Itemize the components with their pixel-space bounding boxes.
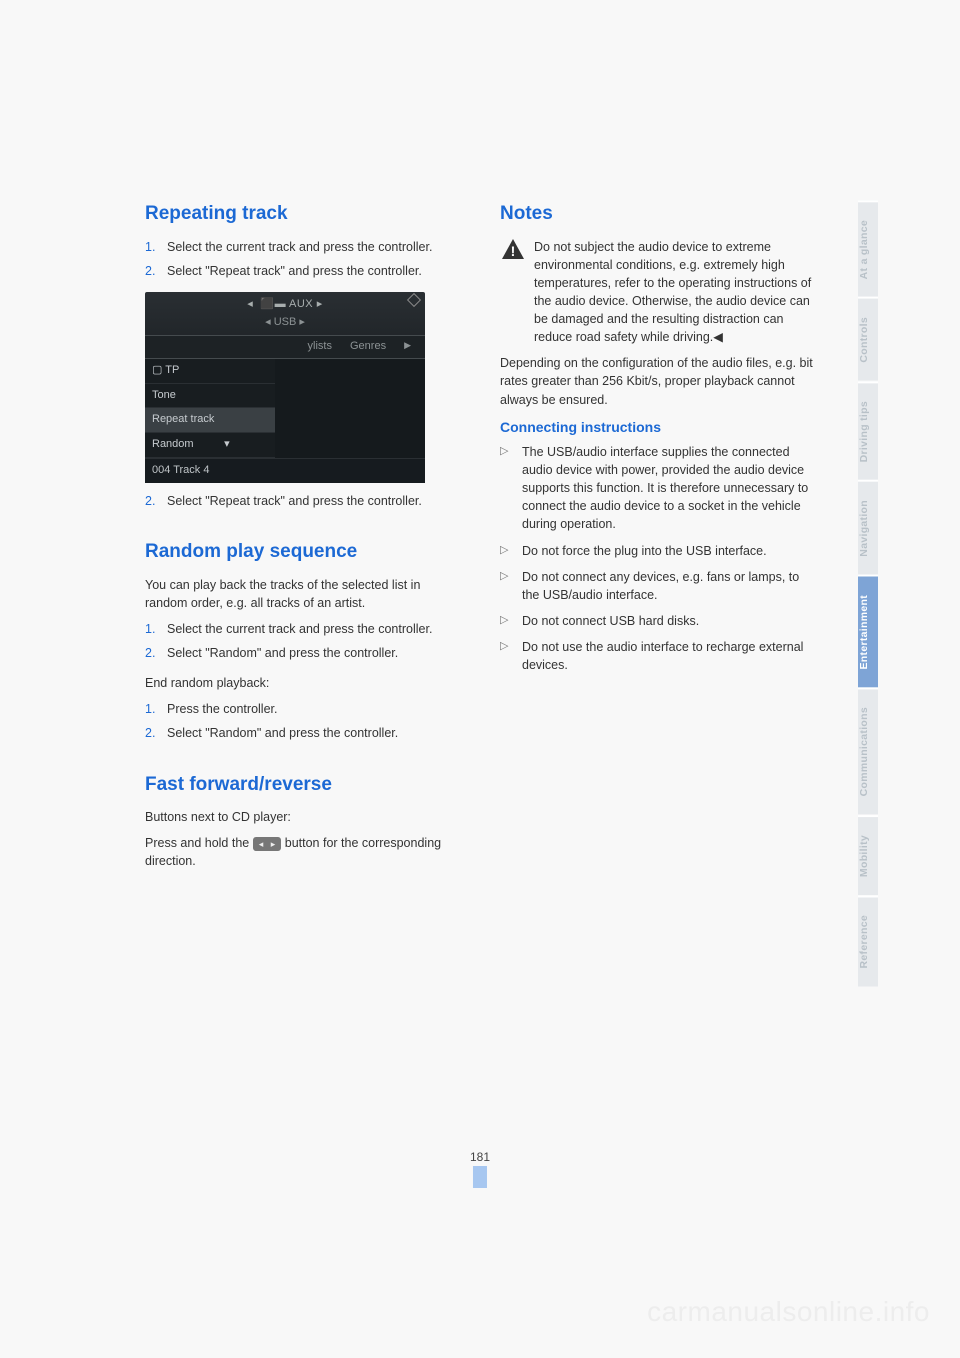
list-number: 1.	[145, 238, 167, 256]
menu-random: Random ▾	[145, 433, 275, 458]
page-marker	[473, 1166, 487, 1188]
heading-notes: Notes	[500, 200, 815, 228]
watermark: carmanualsonline.info	[647, 1296, 930, 1328]
left-column: Repeating track 1.Select the current tra…	[145, 200, 460, 879]
bullet-arrow-icon: ▷	[500, 542, 522, 560]
category-tabs: ylists Genres ▶	[145, 335, 425, 359]
list-text: Select "Random" and press the controller…	[167, 644, 460, 662]
heading-random: Random play sequence	[145, 538, 460, 566]
tab-navigation[interactable]: Navigation	[858, 480, 878, 575]
right-column: Notes ! Do not subject the audio device …	[500, 200, 815, 879]
page-number-text: 181	[470, 1150, 490, 1164]
bitrate-note: Depending on the configuration of the au…	[500, 354, 815, 408]
menu-tone: Tone	[145, 384, 275, 409]
bullet-arrow-icon: ▷	[500, 612, 522, 630]
seek-button-icon: ◂ ▸	[253, 837, 282, 851]
screenshot-empty	[275, 359, 425, 459]
list-number: 2.	[145, 644, 167, 662]
list-text: Select "Random" and press the controller…	[167, 724, 460, 742]
now-playing: 004 Track 4	[145, 458, 425, 483]
idrive-screenshot: ◂ ⬛▬ AUX ▸ ◂ USB ▸ ylists Genres ▶ ▢ TP …	[145, 292, 425, 432]
random-intro: You can play back the tracks of the sele…	[145, 576, 460, 612]
bullet-text: Do not use the audio interface to rechar…	[522, 638, 815, 674]
list-text: Select the current track and press the c…	[167, 238, 460, 256]
content-columns: Repeating track 1.Select the current tra…	[145, 200, 815, 879]
heading-connecting: Connecting instructions	[500, 417, 815, 437]
tab-at-a-glance[interactable]: At a glance	[858, 200, 878, 297]
random-steps-1: 1.Select the current track and press the…	[145, 620, 460, 662]
list-number: 2.	[145, 492, 167, 510]
list-text: Press the controller.	[167, 700, 460, 718]
ff-instruction: Press and hold the ◂ ▸ button for the co…	[145, 834, 460, 870]
section-tabs: At a glance Controls Driving tips Naviga…	[858, 200, 878, 986]
bullet-text: Do not connect USB hard disks.	[522, 612, 815, 630]
tab-genres: Genres	[350, 339, 386, 355]
heading-ff: Fast forward/reverse	[145, 771, 460, 799]
sub-source-label: USB	[274, 316, 297, 328]
source-label: AUX	[289, 298, 313, 310]
connecting-list: ▷The USB/audio interface supplies the co…	[500, 443, 815, 674]
bullet-text: Do not force the plug into the USB inter…	[522, 542, 815, 560]
heading-repeating-track: Repeating track	[145, 200, 460, 228]
ff-intro: Buttons next to CD player:	[145, 808, 460, 826]
tab-entertainment[interactable]: Entertainment	[858, 575, 878, 688]
warning-block: ! Do not subject the audio device to ext…	[500, 238, 815, 347]
tab-playlists: ylists	[308, 339, 332, 355]
svg-text:!: !	[511, 243, 516, 259]
list-text: Select the current track and press the c…	[167, 620, 460, 638]
list-number: 1.	[145, 620, 167, 638]
tab-reference[interactable]: Reference	[858, 895, 878, 986]
ff-text-a: Press and hold the	[145, 836, 253, 850]
repeating-steps-1: 1.Select the current track and press the…	[145, 238, 460, 280]
menu-repeat-track: Repeat track	[145, 408, 275, 433]
screenshot-body: ▢ TP Tone Repeat track Random ▾	[145, 359, 425, 459]
list-number: 2.	[145, 262, 167, 280]
random-steps-2: 1.Press the controller. 2.Select "Random…	[145, 700, 460, 742]
list-number: 2.	[145, 724, 167, 742]
page: Repeating track 1.Select the current tra…	[0, 0, 960, 879]
list-text: Select "Repeat track" and press the cont…	[167, 492, 460, 510]
bullet-arrow-icon: ▷	[500, 568, 522, 604]
menu-tp: ▢ TP	[145, 359, 275, 384]
page-number: 181	[470, 1150, 490, 1188]
side-menu: ▢ TP Tone Repeat track Random ▾	[145, 359, 275, 459]
bullet-arrow-icon: ▷	[500, 638, 522, 674]
warning-icon: !	[500, 238, 526, 260]
list-text: Select "Repeat track" and press the cont…	[167, 262, 460, 280]
end-random-text: End random playback:	[145, 674, 460, 692]
sub-source-row: ◂ USB ▸	[145, 315, 425, 335]
list-number: 1.	[145, 700, 167, 718]
tab-mobility[interactable]: Mobility	[858, 815, 878, 895]
warning-text: Do not subject the audio device to extre…	[534, 238, 815, 347]
tab-driving-tips[interactable]: Driving tips	[858, 381, 878, 480]
bullet-text: The USB/audio interface supplies the con…	[522, 443, 815, 534]
source-row: ◂ ⬛▬ AUX ▸	[145, 292, 425, 315]
tab-communications[interactable]: Communications	[858, 687, 878, 814]
bullet-arrow-icon: ▷	[500, 443, 522, 534]
chevron-right-icon: ▶	[404, 339, 411, 355]
tab-controls[interactable]: Controls	[858, 297, 878, 381]
bullet-text: Do not connect any devices, e.g. fans or…	[522, 568, 815, 604]
